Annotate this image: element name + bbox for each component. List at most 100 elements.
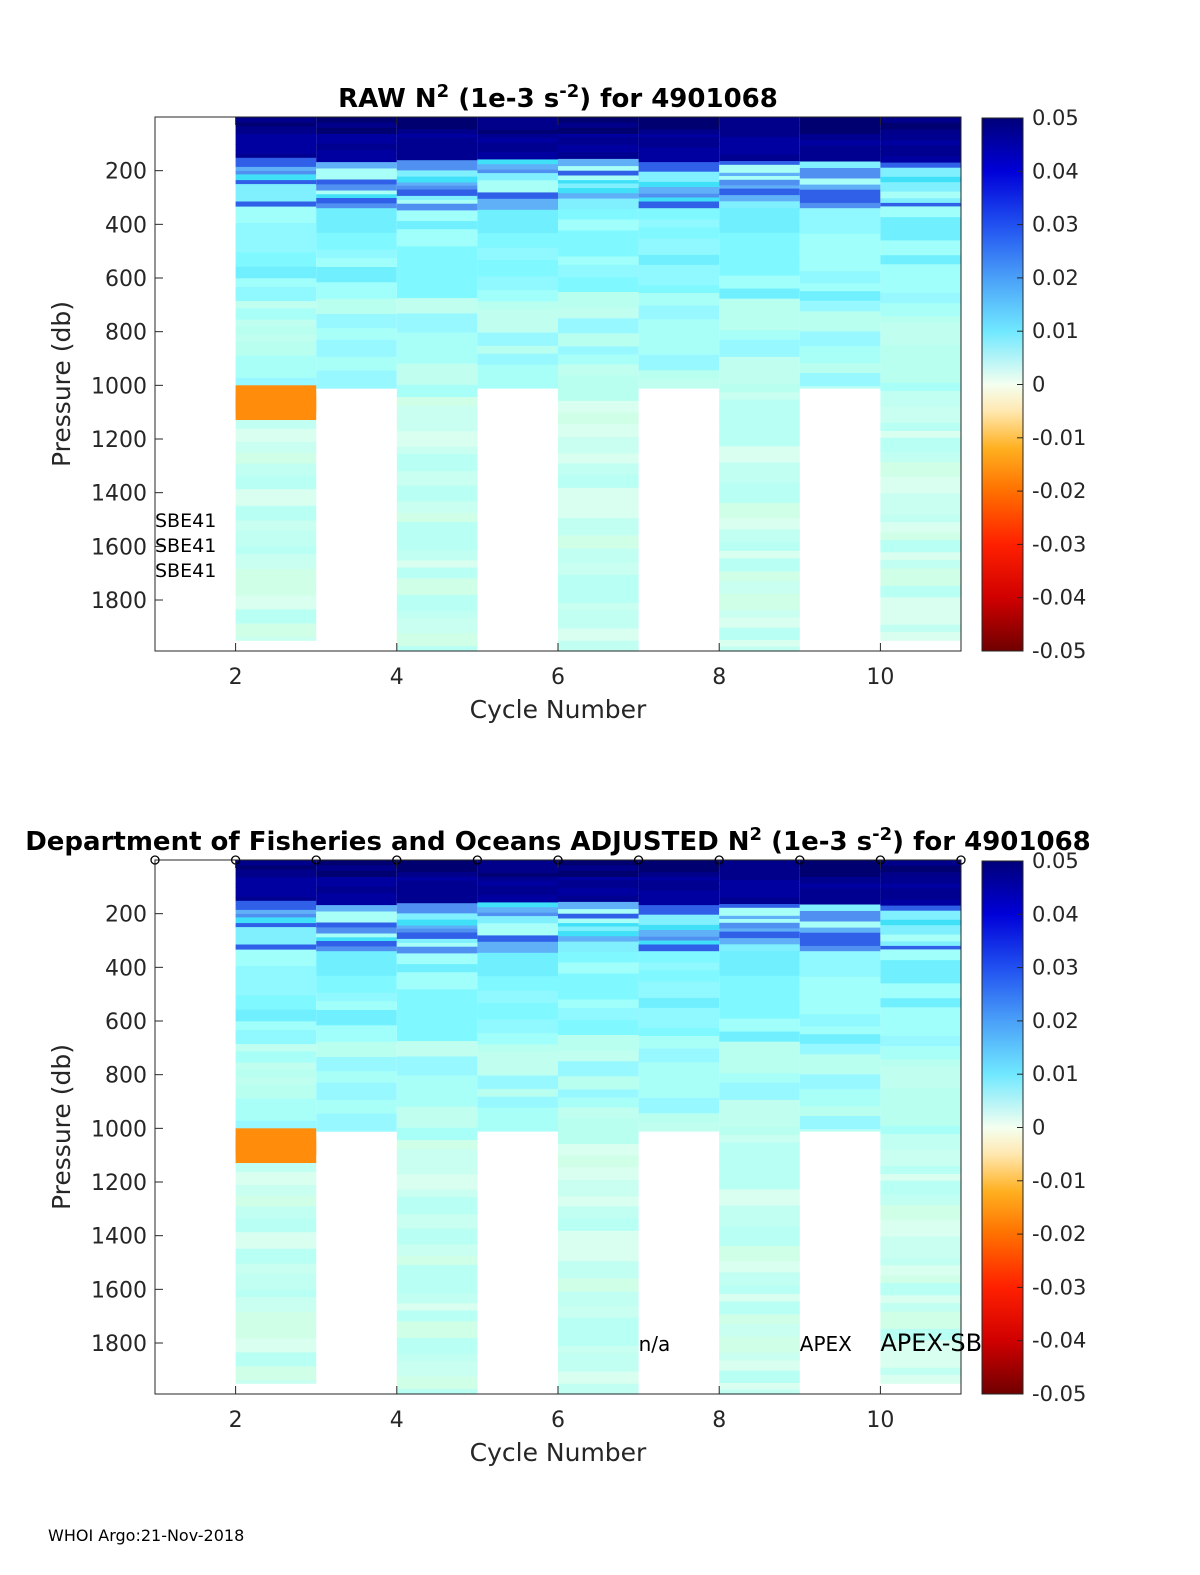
heatmap-cell [235,1171,317,1186]
heatmap-cell [558,909,639,915]
colorbar-tick-label: -0.02 [1032,1222,1086,1246]
heatmap-cell [880,925,961,932]
heatmap-cell [880,255,961,265]
heatmap-cell [316,927,397,935]
heatmap-cell [235,595,317,611]
heatmap-cell [799,1014,881,1027]
heatmap-cell [719,892,800,899]
heatmap-cell [719,288,800,300]
adjusted-y-axis-title: Pressure (db) [47,1044,76,1210]
heatmap-column-cycle-10 [880,860,961,1384]
heatmap-cell [316,225,397,234]
heatmap-cell [880,919,961,926]
heatmap-cell [396,907,478,914]
heatmap-cell [799,921,881,929]
heatmap-cell [719,339,800,358]
heatmap-cell [558,518,639,536]
heatmap-cell [396,501,478,514]
heatmap-cell [719,944,800,952]
heatmap-cell [316,356,397,372]
heatmap-cell [799,883,881,890]
heatmap-cell [396,560,478,569]
heatmap-cell [638,204,720,209]
heatmap-column-cycle-3 [316,860,397,1132]
heatmap-cell [316,1099,397,1115]
heatmap-cell [316,915,397,920]
heatmap-cell [396,928,478,934]
heatmap-cell [558,149,639,153]
heatmap-cell [396,1075,478,1091]
heatmap-cell [638,363,720,371]
heatmap-cell [558,188,639,194]
heatmap-cell [880,1367,961,1376]
heatmap-cell [558,256,639,266]
heatmap-cell [880,597,961,608]
y-tick-label: 1200 [91,428,147,453]
heatmap-cell [638,947,720,952]
heatmap-cell [880,877,961,885]
heatmap-cell [799,189,881,197]
heatmap-cell [799,145,881,152]
heatmap-cell [396,1127,478,1141]
heatmap-cell [316,1025,397,1043]
heatmap-cell [558,1196,639,1207]
heatmap-cell [799,1054,881,1067]
heatmap-cell [638,238,720,256]
heatmap-cell [558,905,639,910]
heatmap-cell [719,1099,800,1115]
heatmap-cell [235,201,317,208]
heatmap-cell [719,593,800,611]
heatmap-cell [235,334,317,343]
heatmap-cell [316,876,397,882]
heatmap-cell [880,1046,961,1060]
heatmap-cell [880,240,961,256]
heatmap-cell [880,191,961,199]
heatmap-cell [235,301,317,309]
heatmap-cell [719,627,800,641]
heatmap-cell [719,503,800,519]
heatmap-cell [396,1214,478,1230]
heatmap-cell [719,1205,800,1215]
heatmap-cell [396,151,478,156]
heatmap-cell [396,1389,478,1395]
heatmap-cell [316,190,397,195]
heatmap-cell [235,1248,317,1265]
heatmap-cell [396,1228,478,1245]
raw-x-ticks: 2 4 6 8 10 [229,117,894,690]
heatmap-cell [396,377,478,386]
heatmap-cell [799,128,881,135]
heatmap-cell [638,333,720,348]
heatmap-cell [316,370,397,379]
adjusted-annotation-na: n/a [639,1332,671,1356]
heatmap-cell [235,609,317,624]
y-tick-label: 1000 [91,374,147,399]
heatmap-cell [477,880,558,887]
heatmap-cell [316,137,397,145]
heatmap-cell [558,166,639,172]
heatmap-cell [477,889,558,896]
heatmap-cell [880,1018,961,1037]
heatmap-cell [799,1089,881,1107]
heatmap-cell [558,1218,639,1232]
heatmap-cell [880,615,961,626]
heatmap-cell [396,454,478,472]
heatmap-cell [880,162,961,169]
heatmap-column-cycle-7 [638,860,720,1132]
heatmap-cell [558,475,639,489]
heatmap-cell [316,919,397,924]
heatmap-cell [396,891,478,896]
heatmap-cell [638,171,720,177]
heatmap-cell [880,552,961,561]
heatmap-cell [396,1064,478,1077]
heatmap-cell [638,190,720,195]
heatmap-cell [235,1338,317,1354]
heatmap-column-cycle-9 [799,117,881,389]
heatmap-cell [477,1019,558,1034]
heatmap-cell [396,932,478,940]
heatmap-cell [477,309,558,318]
heatmap-cell [558,901,639,907]
heatmap-cell [719,130,800,138]
heatmap-cell [235,927,317,933]
heatmap-cell [235,900,317,905]
heatmap-cell [719,975,800,989]
